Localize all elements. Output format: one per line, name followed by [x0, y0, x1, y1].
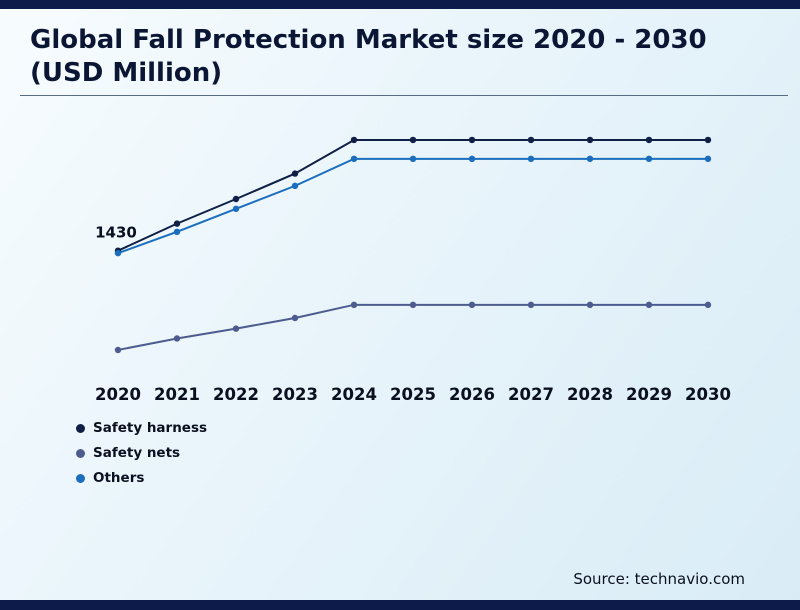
legend-marker-icon — [76, 423, 85, 433]
legend-label: Safety harness — [93, 420, 208, 436]
x-tick-label: 2028 — [567, 385, 613, 404]
data-point — [586, 155, 594, 163]
data-point — [645, 301, 653, 309]
x-tick-label: 2021 — [154, 385, 200, 404]
data-point — [409, 136, 417, 144]
source-text: Source: technavio.com — [573, 570, 745, 588]
series-line-2 — [117, 157, 708, 255]
data-point — [527, 136, 535, 144]
top-accent-bar — [0, 0, 800, 9]
data-point — [173, 228, 181, 236]
data-point — [645, 136, 653, 144]
legend-item-others: Others — [76, 470, 800, 486]
data-point — [114, 249, 122, 257]
title-divider — [20, 95, 788, 96]
series-line-1 — [117, 303, 708, 351]
data-point — [232, 205, 240, 213]
data-point — [704, 136, 712, 144]
data-point — [409, 301, 417, 309]
data-point — [586, 301, 594, 309]
bottom-accent-bar — [0, 600, 800, 610]
data-point — [527, 155, 535, 163]
data-point — [350, 155, 358, 163]
x-tick-label: 2022 — [213, 385, 259, 404]
data-point — [645, 155, 653, 163]
x-tick-label: 2024 — [331, 385, 377, 404]
data-point — [114, 346, 122, 354]
data-point — [704, 155, 712, 163]
data-point — [291, 170, 299, 177]
data-point — [527, 301, 535, 309]
data-point — [409, 155, 417, 163]
x-tick-label: 2025 — [390, 385, 436, 404]
x-tick-label: 2030 — [685, 385, 731, 404]
x-tick-label: 2027 — [508, 385, 554, 404]
legend: Safety harness Safety nets Others — [76, 420, 800, 486]
data-point — [291, 182, 299, 190]
legend-marker-icon — [76, 473, 85, 483]
data-point — [350, 301, 358, 309]
data-point — [586, 136, 594, 144]
data-point — [704, 301, 712, 309]
data-point — [291, 314, 299, 322]
legend-item-safety-harness: Safety harness — [76, 420, 800, 436]
data-point — [468, 301, 476, 309]
legend-label: Others — [93, 470, 145, 486]
data-point — [173, 335, 181, 342]
data-point — [468, 136, 476, 144]
data-point — [232, 325, 240, 332]
data-point — [350, 136, 358, 144]
data-point — [468, 155, 476, 163]
data-label: 1430 — [95, 224, 137, 242]
data-point — [232, 195, 240, 203]
data-point — [173, 220, 181, 227]
legend-item-safety-nets: Safety nets — [76, 445, 800, 461]
x-tick-label: 2026 — [449, 385, 495, 404]
chart-title: Global Fall Protection Market size 2020 … — [30, 25, 707, 88]
x-tick-label: 2020 — [95, 385, 141, 404]
x-tick-label: 2029 — [626, 385, 672, 404]
x-tick-label: 2023 — [272, 385, 318, 404]
chart-area: 2020 2021 2022 2023 2024 2025 2026 2027 2028 2029… — [60, 110, 800, 414]
legend-label: Safety nets — [93, 445, 181, 461]
legend-marker-icon — [76, 448, 85, 458]
line-chart: 2020 2021 2022 2023 2024 2025 2026 2027 2028 2029… — [95, 136, 731, 404]
